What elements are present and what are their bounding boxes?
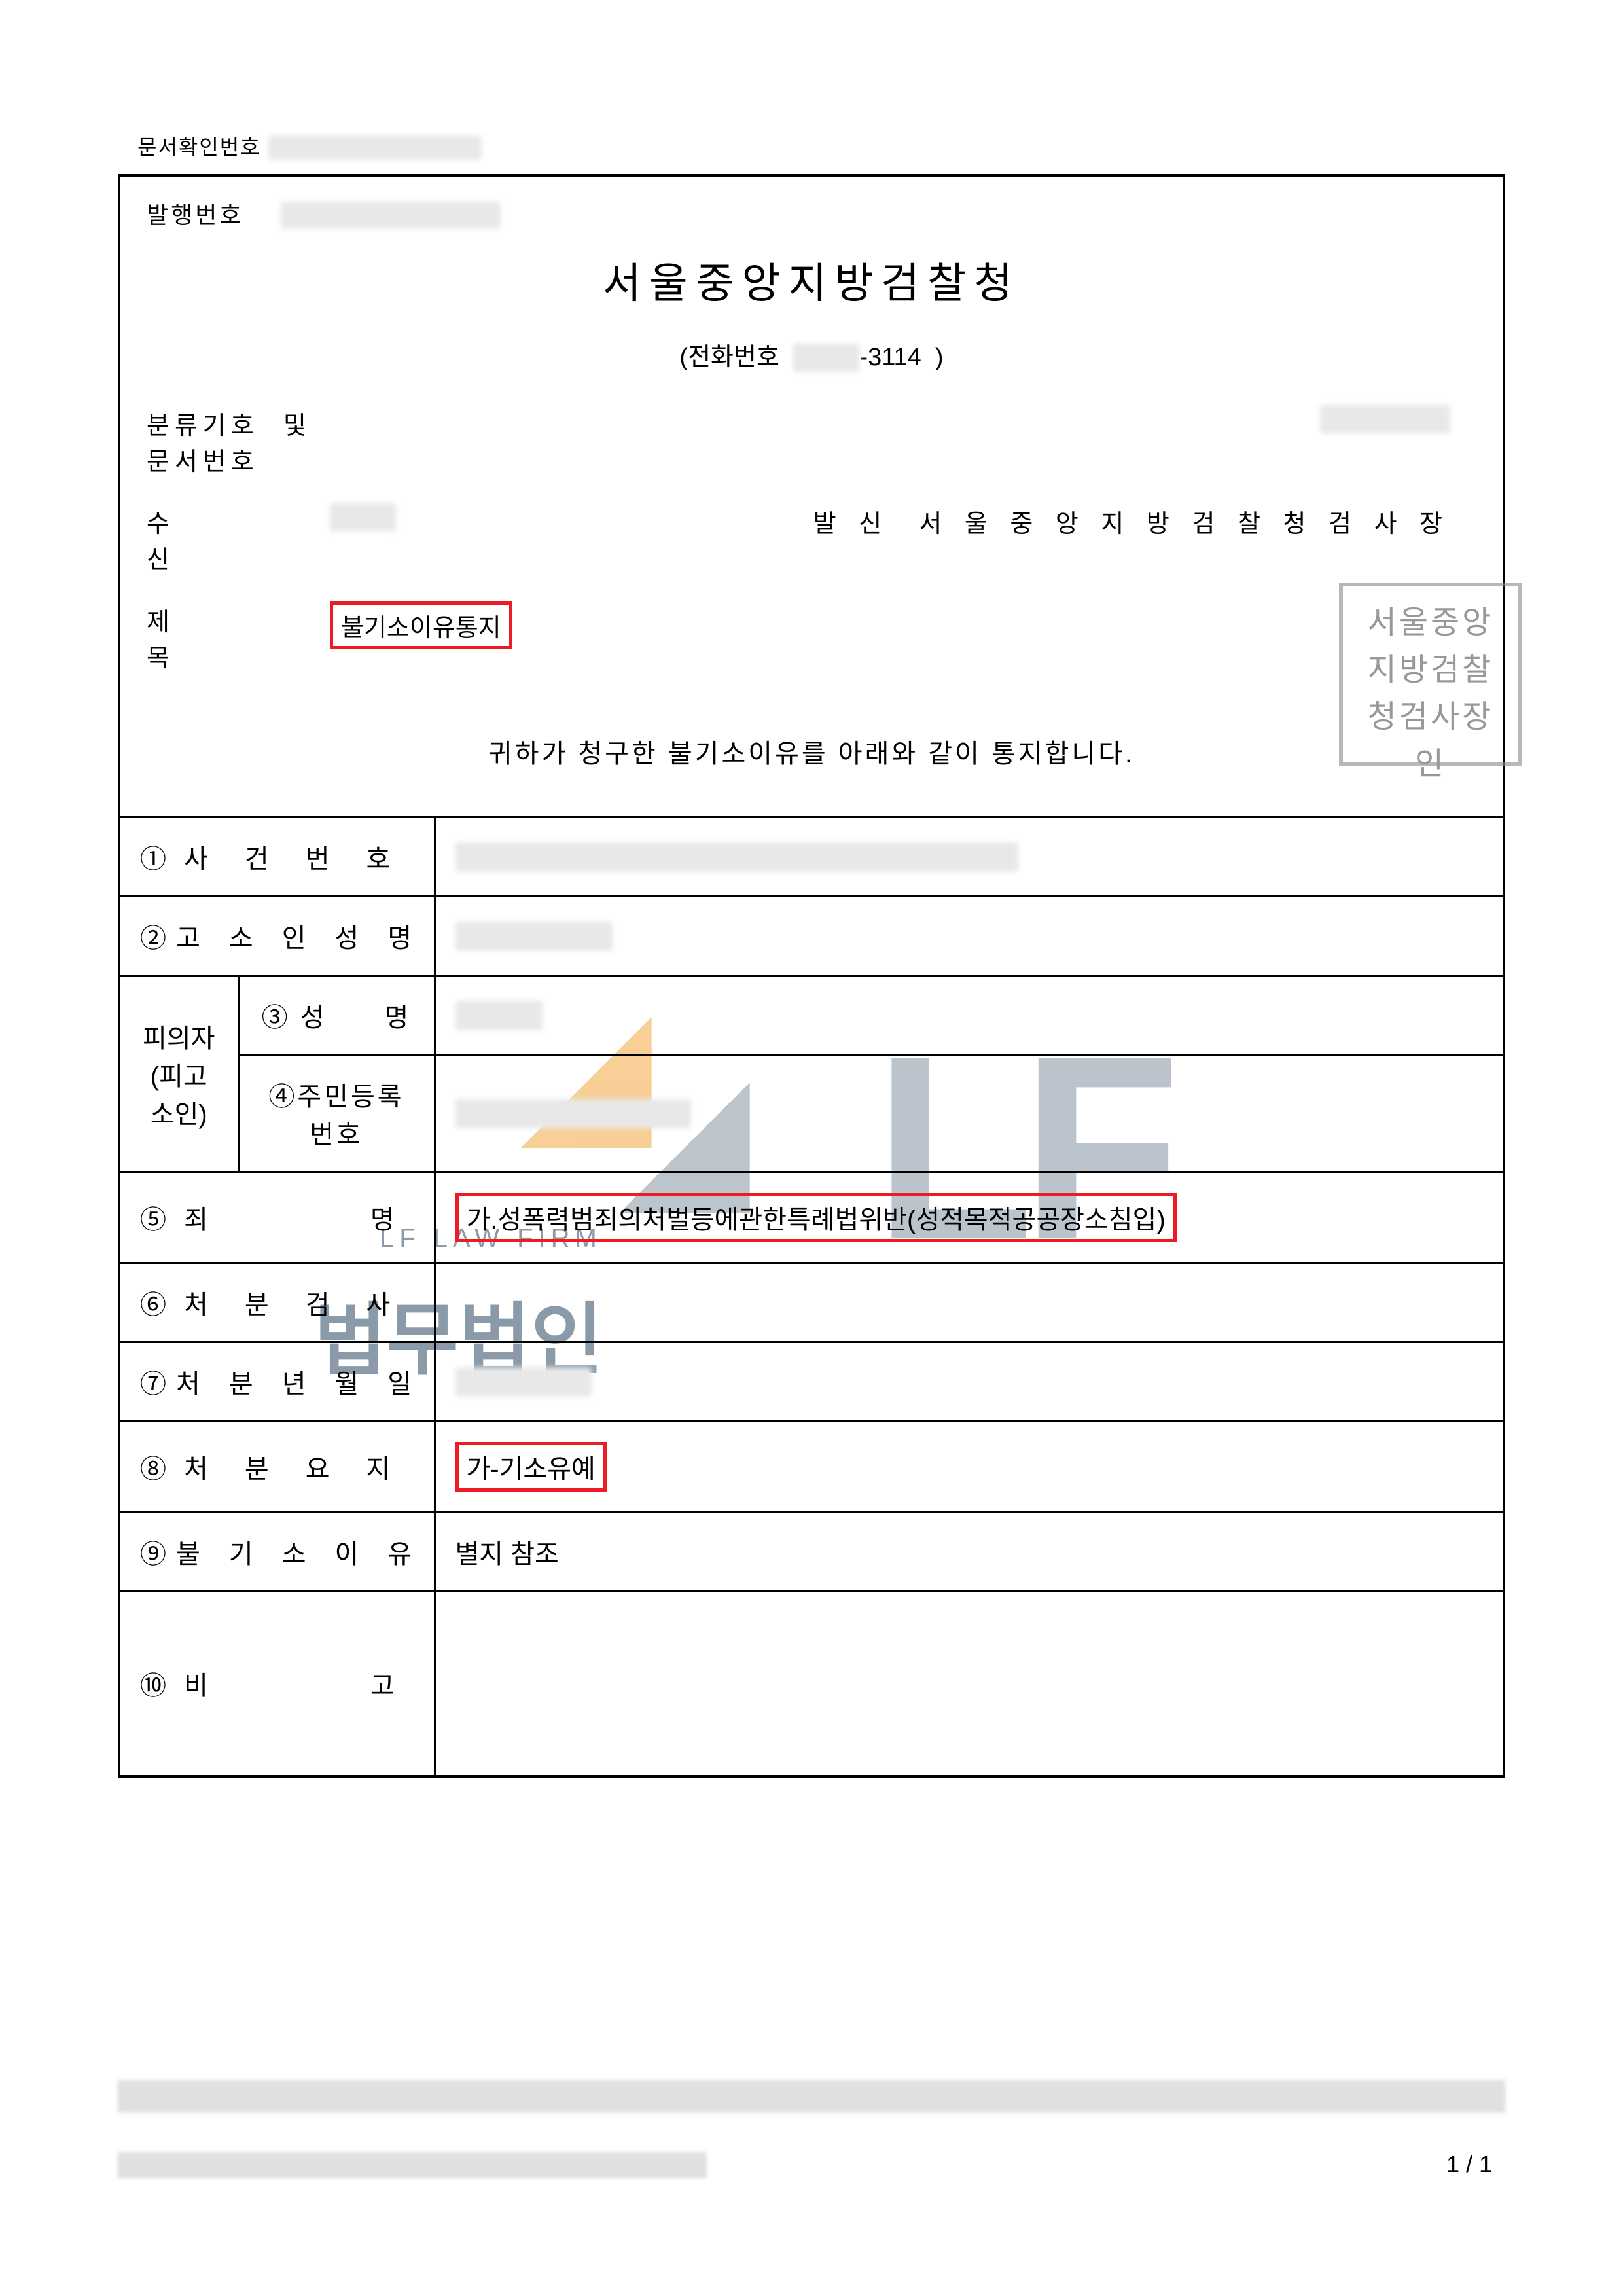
classification-label: 분류기호 및 문서번호 <box>147 405 330 477</box>
disposition-summary-value: 가-기소유예 <box>467 1455 596 1484</box>
phone-prefix-redacted: XXXX <box>793 344 859 372</box>
remarks-value <box>435 1592 1503 1775</box>
footer-redacted-bar-2 <box>118 2152 707 2178</box>
subject-highlight: 불기소이유통지 <box>330 601 512 649</box>
page-number: 1 / 1 <box>1446 2151 1492 2178</box>
subject-value: 불기소이유통지 <box>341 615 501 642</box>
subject-row: 제 목 불기소이유통지 <box>147 601 1476 673</box>
classification-line2: 문서번호 <box>147 441 330 477</box>
doc-verify-value-redacted: XXXXXXXXXXXXXX <box>268 135 482 160</box>
phone-label: 전화번호 <box>688 344 779 371</box>
suspect-group-label: 피의자 (피고소인) <box>120 976 238 1172</box>
prosecutor-label: ⑥ 처 분 검 사 <box>120 1263 435 1342</box>
table-row-case-number: ① 사 건 번 호 XXXXXXXXXXXXX XXXXXX XXXX XXXX… <box>120 817 1503 897</box>
charge-value-cell: 가.성폭력범죄의처벌등에관한특례법위반(성적목적공공장소침입) <box>435 1172 1503 1263</box>
remarks-label: ⑩ 비 고 <box>120 1592 435 1775</box>
suspect-name-value: XXXXX <box>435 976 1503 1055</box>
phone-line: (전화번호 XXXX-3114 ) <box>147 336 1476 372</box>
stamp-text: 서울중앙 지방검찰 청검사장인 <box>1356 600 1505 788</box>
disposition-summary-label: ⑧ 처 분 요 지 <box>120 1422 435 1513</box>
classification-line1: 분류기호 <box>147 412 259 440</box>
date-redacted: XXXX X XX <box>1320 405 1450 433</box>
prosecutor-value <box>435 1263 1503 1342</box>
table-row-disposition-summary: ⑧ 처 분 요 지 가-기소유예 <box>120 1422 1503 1513</box>
recipient-label: 수 신 <box>147 503 330 575</box>
issue-label: 발행번호 <box>147 202 243 228</box>
case-number-label: ① 사 건 번 호 <box>120 817 435 897</box>
footer-redacted-bar-1 <box>118 2080 1505 2113</box>
disposition-date-label: ⑦ 처 분 년 월 일 <box>120 1342 435 1422</box>
header-section: 발행번호 XXXXXXXXXXXX 서울중앙지방검찰청 (전화번호 XXXX-3… <box>120 177 1503 816</box>
disposition-summary-value-cell: 가-기소유예 <box>435 1422 1503 1513</box>
complainant-label: ② 고 소 인 성 명 <box>120 897 435 976</box>
sender-label: 발 신 <box>813 511 889 538</box>
classification-row: 분류기호 및 문서번호 XXXX X XX <box>147 405 1476 477</box>
issue-number-line: 발행번호 XXXXXXXXXXXX <box>147 196 1476 230</box>
recipient-value-redacted: XXXX <box>330 503 396 531</box>
notice-text: 귀하가 청구한 불기소이유를 아래와 같이 통지합니다. <box>147 700 1476 803</box>
office-title: 서울중앙지방검찰청 <box>147 250 1476 310</box>
doc-verify-line: 문서확인번호 XXXXXXXXXXXXXX <box>137 131 1505 161</box>
table-row-suspect-name: 피의자 (피고소인) ③ 성 명 XXXXX <box>120 976 1503 1055</box>
issue-value-redacted: XXXXXXXXXXXX <box>281 202 501 229</box>
case-number-value: XXXXXXXXXXXXX XXXXXX XXXX XXXXXXXX <box>435 817 1503 897</box>
charge-label: ⑤ 죄 명 <box>120 1172 435 1263</box>
subject-label: 제 목 <box>147 601 330 673</box>
sender-section: 발 신 서 울 중 앙 지 방 검 찰 청 검 사 장 <box>813 503 1450 539</box>
table-row-prosecutor: ⑥ 처 분 검 사 <box>120 1263 1503 1342</box>
disposition-date-value: XXXX X XX <box>435 1342 1503 1422</box>
recipient-row: 수 신 XXXX 발 신 서 울 중 앙 지 방 검 찰 청 검 사 장 <box>147 503 1476 575</box>
table-row-disposition-date: ⑦ 처 분 년 월 일 XXXX X XX <box>120 1342 1503 1422</box>
complainant-value: XXXXXXXXX <box>435 897 1503 976</box>
table-row-remarks: ⑩ 비 고 <box>120 1592 1503 1775</box>
official-stamp: 서울중앙 지방검찰 청검사장인 <box>1339 583 1522 766</box>
suspect-name-label: ③ 성 명 <box>238 976 435 1055</box>
table-row-suspect-id: ④주민등록번호 XXXXXX-XXXXXXX <box>120 1055 1503 1172</box>
table-row-complainant: ② 고 소 인 성 명 XXXXXXXXX <box>120 897 1503 976</box>
document-frame: 발행번호 XXXXXXXXXXXX 서울중앙지방검찰청 (전화번호 XXXX-3… <box>118 174 1505 1778</box>
classification-and: 및 <box>283 412 312 440</box>
charge-value: 가.성폭력범죄의처벌등에관한특례법위반(성적목적공공장소침입) <box>467 1206 1166 1234</box>
table-row-charge: ⑤ 죄 명 가.성폭력범죄의처벌등에관한특례법위반(성적목적공공장소침입) <box>120 1172 1503 1263</box>
reason-label: ⑨ 불 기 소 이 유 <box>120 1513 435 1592</box>
table-row-reason: ⑨ 불 기 소 이 유 별지 참조 <box>120 1513 1503 1592</box>
suspect-id-label: ④주민등록번호 <box>238 1055 435 1172</box>
sender-value: 서 울 중 앙 지 방 검 찰 청 검 사 장 <box>919 511 1450 538</box>
details-table: ① 사 건 번 호 XXXXXXXXXXXXX XXXXXX XXXX XXXX… <box>120 816 1503 1775</box>
phone-suffix: -3114 <box>859 344 921 371</box>
charge-highlight: 가.성폭력범죄의처벌등에관한특례법위반(성적목적공공장소침입) <box>455 1193 1177 1242</box>
doc-verify-label: 문서확인번호 <box>137 135 261 159</box>
reason-value: 별지 참조 <box>435 1513 1503 1592</box>
disposition-highlight: 가-기소유예 <box>455 1442 607 1492</box>
suspect-id-value: XXXXXX-XXXXXXX <box>435 1055 1503 1172</box>
